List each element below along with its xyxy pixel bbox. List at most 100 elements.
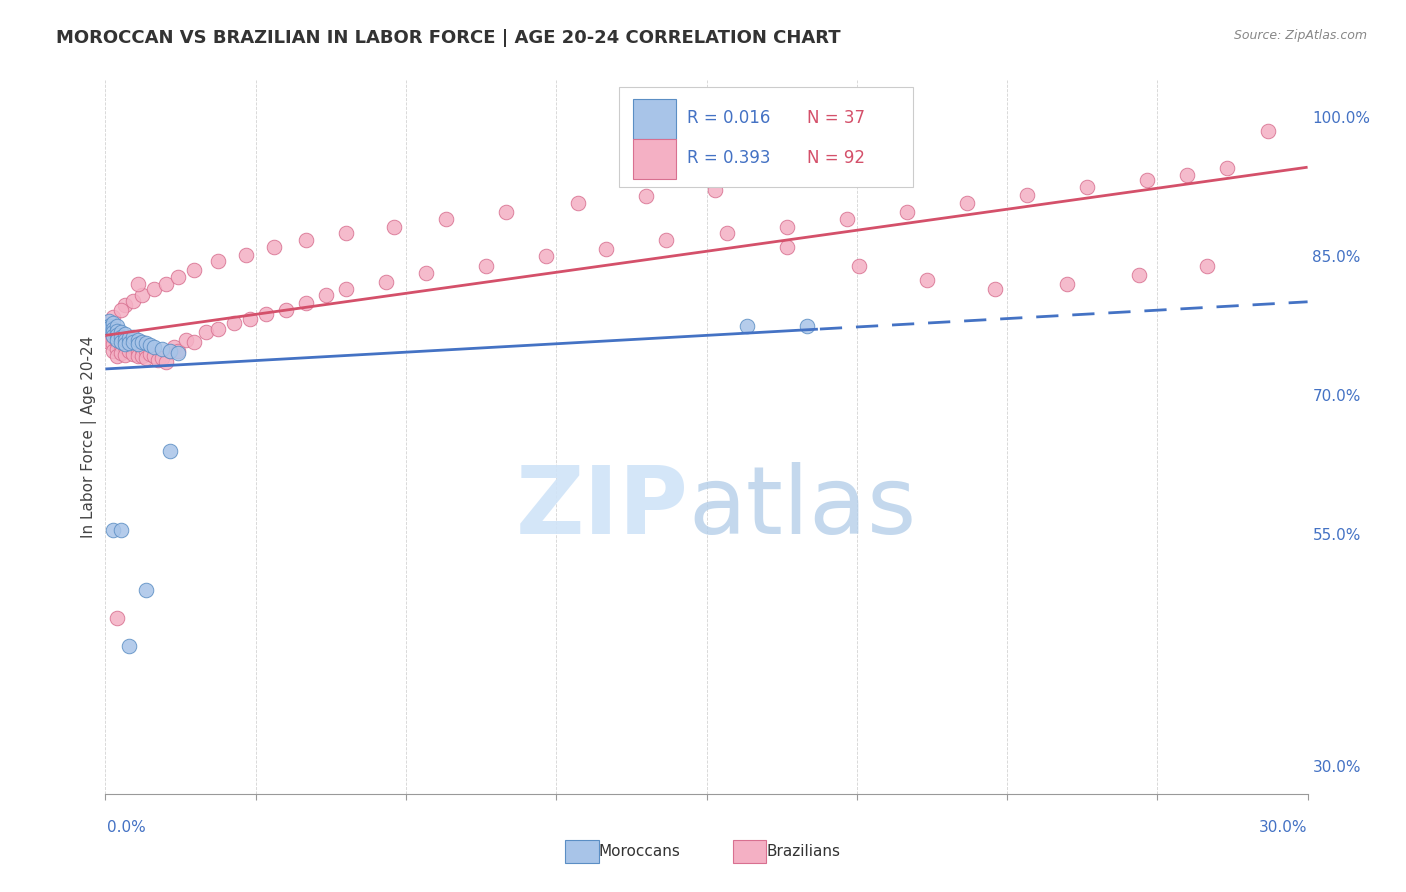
Point xyxy=(107,328,129,343)
Point xyxy=(1017,188,1039,202)
Point xyxy=(98,318,121,333)
Point xyxy=(122,346,145,360)
Point xyxy=(138,338,160,352)
Point xyxy=(103,326,125,340)
Text: N = 37: N = 37 xyxy=(807,109,866,127)
Point xyxy=(142,282,165,296)
Point xyxy=(174,333,197,347)
Point xyxy=(114,297,136,311)
Point xyxy=(335,226,357,240)
Point xyxy=(135,336,157,351)
Point xyxy=(155,355,177,369)
Point xyxy=(716,226,738,240)
Point xyxy=(114,327,136,342)
Point xyxy=(110,338,132,352)
Point xyxy=(107,324,129,338)
Point xyxy=(131,288,153,302)
Point xyxy=(103,324,125,338)
Text: 0.0%: 0.0% xyxy=(107,821,146,835)
Text: Brazilians: Brazilians xyxy=(766,845,841,859)
Point xyxy=(118,337,141,351)
FancyBboxPatch shape xyxy=(619,87,914,187)
Point xyxy=(107,349,129,363)
Point xyxy=(98,318,121,333)
Text: N = 92: N = 92 xyxy=(807,149,866,167)
Point xyxy=(103,329,125,343)
Point xyxy=(98,334,121,349)
Point xyxy=(131,342,153,356)
Point xyxy=(896,205,918,219)
FancyBboxPatch shape xyxy=(633,99,676,139)
Point xyxy=(776,219,799,234)
Point xyxy=(475,259,498,273)
Point xyxy=(239,312,262,326)
Point xyxy=(159,343,181,358)
Point xyxy=(263,240,285,254)
Point xyxy=(534,249,557,263)
Point xyxy=(114,333,136,347)
Text: 30.0%: 30.0% xyxy=(1260,821,1308,835)
Point xyxy=(295,295,318,310)
Point xyxy=(122,334,145,349)
Point xyxy=(207,254,229,268)
Point xyxy=(107,318,129,333)
Point xyxy=(183,334,205,349)
Point xyxy=(595,242,617,256)
Point xyxy=(848,259,870,273)
Point xyxy=(776,240,799,254)
Point xyxy=(118,343,141,358)
Point xyxy=(984,282,1007,296)
Point xyxy=(107,333,129,347)
Point xyxy=(495,205,517,219)
Point xyxy=(183,263,205,277)
Point xyxy=(1197,259,1219,273)
Point xyxy=(159,343,181,358)
Point xyxy=(110,326,132,340)
Point xyxy=(122,293,145,308)
Point xyxy=(915,272,938,286)
Point xyxy=(194,326,217,340)
Point xyxy=(103,343,125,358)
Point xyxy=(166,269,188,284)
Point xyxy=(735,318,758,333)
Point xyxy=(103,310,125,324)
Point xyxy=(567,195,589,210)
Point xyxy=(1177,168,1199,182)
Point xyxy=(382,219,405,234)
Point xyxy=(103,337,125,351)
Text: Source: ZipAtlas.com: Source: ZipAtlas.com xyxy=(1233,29,1367,42)
Point xyxy=(110,330,132,344)
Point xyxy=(254,307,277,321)
Point xyxy=(135,351,157,366)
Point xyxy=(110,523,132,537)
Point xyxy=(110,345,132,359)
Point xyxy=(956,195,979,210)
Point xyxy=(114,333,136,347)
Point xyxy=(103,316,125,330)
Point xyxy=(142,340,165,354)
Point xyxy=(415,266,437,280)
Point xyxy=(135,343,157,358)
Text: ZIP: ZIP xyxy=(516,462,689,555)
Point xyxy=(655,233,678,247)
Point xyxy=(114,348,136,362)
Point xyxy=(122,330,145,344)
Point xyxy=(235,247,257,261)
Point xyxy=(127,333,149,347)
Point xyxy=(142,350,165,364)
Point xyxy=(150,351,173,366)
Point xyxy=(1216,161,1239,176)
Point xyxy=(222,316,245,330)
Point xyxy=(114,340,136,354)
Point xyxy=(162,340,184,354)
Point xyxy=(98,320,121,334)
Point xyxy=(835,212,858,227)
Point xyxy=(274,303,297,318)
FancyBboxPatch shape xyxy=(633,139,676,178)
Text: Moroccans: Moroccans xyxy=(599,845,681,859)
Point xyxy=(118,335,141,350)
Point xyxy=(374,275,398,289)
Point xyxy=(1056,277,1078,292)
Point xyxy=(103,523,125,537)
Point xyxy=(98,314,121,328)
